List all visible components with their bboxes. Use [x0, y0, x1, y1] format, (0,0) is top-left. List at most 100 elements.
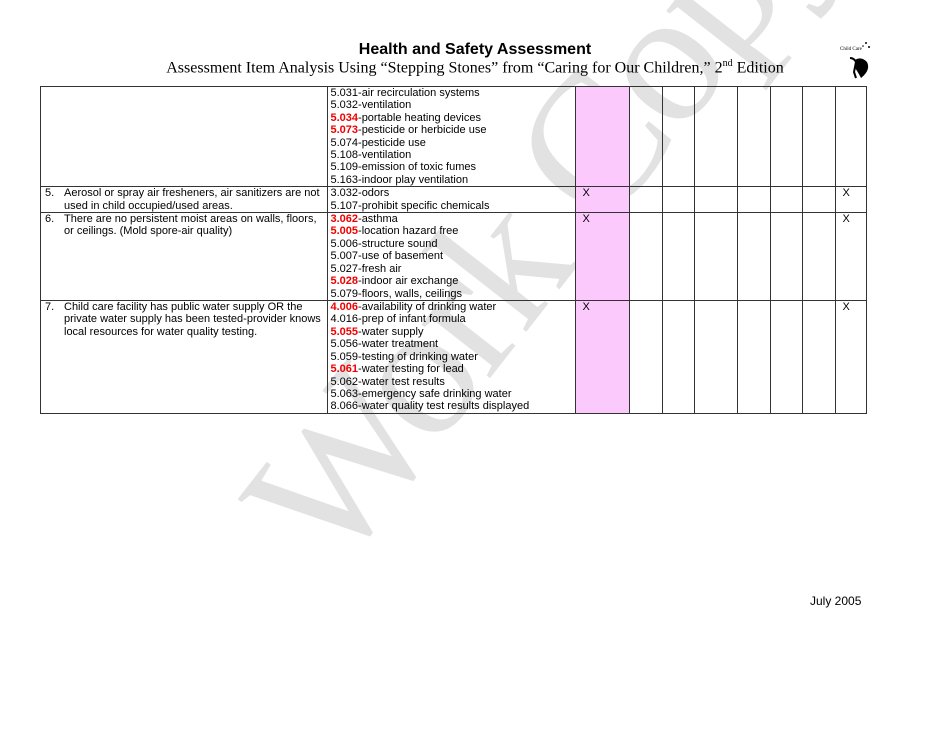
standard-code: 5.006: [330, 237, 359, 250]
item-text: Child care facility has public water sup…: [61, 300, 328, 414]
standard-code: 3.062: [330, 213, 359, 226]
standard-label: -floors, walls, ceilings: [358, 287, 462, 300]
mark-cell: [736, 186, 771, 214]
standard-code: 5.005: [330, 225, 359, 238]
standard-label: -emission of toxic fumes: [358, 161, 477, 174]
standard-entry: 5.056-water treatment: [331, 338, 572, 350]
subtitle-edition: Edition: [732, 59, 784, 77]
mark-cell: [661, 212, 695, 302]
standard-code: 5.073: [330, 124, 359, 137]
standard-label: -portable heating devices: [358, 111, 481, 124]
item-number: 5.: [40, 186, 61, 214]
standard-entry: 5.028-indoor air exchange: [331, 275, 572, 287]
healthy-child-care-logo: Child Care: [840, 42, 870, 79]
mark-cell: [661, 186, 695, 214]
mark-cell: [834, 85, 867, 188]
page-subtitle: Assessment Item Analysis Using “Stepping…: [0, 58, 950, 77]
standard-label: -water supply: [358, 325, 424, 338]
item-text: Aerosol or spray air fresheners, air san…: [61, 186, 328, 214]
standard-entry: 8.066-water quality test results display…: [331, 400, 572, 412]
standards-cell: 3.032-odors 5.107-prohibit specific chemi…: [326, 186, 576, 214]
mark-cell: X: [834, 212, 867, 302]
mark-cell: X: [574, 300, 630, 414]
table-row: 6. There are no persistent moist areas on…: [40, 212, 867, 302]
standard-entry: 5.062-water test results: [331, 376, 572, 388]
standard-label: -emergency safe drinking water: [358, 387, 512, 400]
standard-label: -indoor air exchange: [358, 275, 459, 288]
table-row: 5. Aerosol or spray air fresheners, air s…: [40, 186, 867, 214]
mark-cell: [801, 300, 836, 414]
standard-label: -pesticide or herbicide use: [358, 124, 487, 137]
standard-entry: 5.163-indoor play ventilation: [331, 174, 572, 186]
page-title: Health and Safety Assessment: [358, 41, 592, 58]
standard-label: -water treatment: [358, 338, 439, 351]
standard-label: -water test results: [358, 375, 445, 388]
mark-cell: [661, 85, 695, 188]
standard-entry: 5.034-portable heating devices: [331, 112, 572, 124]
standard-label: -ventilation: [358, 99, 412, 112]
svg-text:Child Care: Child Care: [840, 47, 863, 52]
standard-label: -prohibit specific chemicals: [358, 199, 490, 212]
assessment-table: 5.031-air recirculation systems 5.032-ven…: [40, 85, 867, 414]
standard-code: 5.028: [330, 275, 359, 288]
standard-entry: 5.108-ventilation: [331, 149, 572, 161]
standard-label: -prep of infant formula: [358, 313, 466, 326]
standard-code: 5.059: [330, 350, 359, 363]
standard-label: -water testing for lead: [358, 363, 464, 376]
standard-entry: 5.107-prohibit specific chemicals: [331, 200, 572, 212]
standard-entry: 5.032-ventilation: [331, 99, 572, 111]
standard-code: 5.061: [330, 363, 359, 376]
standard-entry: 5.073-pesticide or herbicide use: [331, 124, 572, 136]
mark-cell: [628, 212, 663, 302]
item-number: 7.: [40, 300, 61, 414]
mark-cell: [769, 212, 803, 302]
mark-cell: [769, 85, 803, 188]
standard-code: 4.016: [330, 313, 359, 326]
standard-label: -pesticide use: [358, 136, 426, 149]
standard-code: 5.163: [330, 173, 359, 186]
mark-cell: [769, 186, 803, 214]
mark-cell: X: [834, 186, 867, 214]
standard-code: 5.027: [330, 262, 359, 275]
mark-cell: [736, 212, 771, 302]
mark-cell: [628, 186, 663, 214]
standard-entry: 5.063-emergency safe drinking water: [331, 388, 572, 400]
standard-code: 5.108: [330, 149, 359, 162]
standard-label: -location hazard free: [358, 225, 459, 238]
standard-code: 5.074: [330, 136, 359, 149]
mark-cell: [801, 212, 836, 302]
standard-entry: 5.061-water testing for lead: [331, 363, 572, 375]
standard-code: 5.079: [330, 287, 359, 300]
standard-entry: 3.062-asthma: [330, 213, 572, 226]
standard-entry: 5.027-fresh air: [331, 263, 572, 275]
standard-code: 5.055: [330, 325, 359, 338]
mark-cell: [693, 300, 738, 414]
standard-code: 5.056: [330, 338, 359, 351]
standard-entry: 5.005-location hazard free: [331, 225, 572, 237]
standard-code: 8.066: [330, 400, 359, 413]
mark-cell: [693, 85, 738, 188]
mark-cell: [574, 85, 630, 188]
standard-code: 5.063: [330, 387, 359, 400]
standard-code: 5.062: [330, 375, 359, 388]
standard-code: 4.006: [330, 301, 359, 314]
standard-entry: 5.031-air recirculation systems: [331, 88, 572, 100]
standards-cell: 3.062-asthma 5.005-location hazard free 5.…: [326, 212, 576, 302]
mark-cell: [661, 300, 695, 414]
standard-label: -water quality test results displayed: [358, 400, 530, 413]
mark-cell: X: [834, 300, 867, 414]
standard-label: -ventilation: [358, 149, 412, 162]
standard-label: -indoor play ventilation: [358, 173, 469, 186]
item-number: 6.: [40, 212, 61, 302]
standard-entry: 5.055-water supply: [331, 326, 572, 338]
item-text: [61, 85, 328, 188]
standard-entry: 5.007-use of basement: [331, 250, 572, 262]
mark-cell: X: [574, 186, 630, 214]
standard-code: 5.032: [330, 99, 359, 112]
mark-cell: [801, 85, 836, 188]
mark-cell: [628, 85, 663, 188]
standard-label: -fresh air: [358, 262, 402, 275]
standards-cell: 5.031-air recirculation systems 5.032-ven…: [326, 85, 576, 188]
mark-cell: [693, 186, 738, 214]
standard-code: 5.107: [330, 199, 359, 212]
